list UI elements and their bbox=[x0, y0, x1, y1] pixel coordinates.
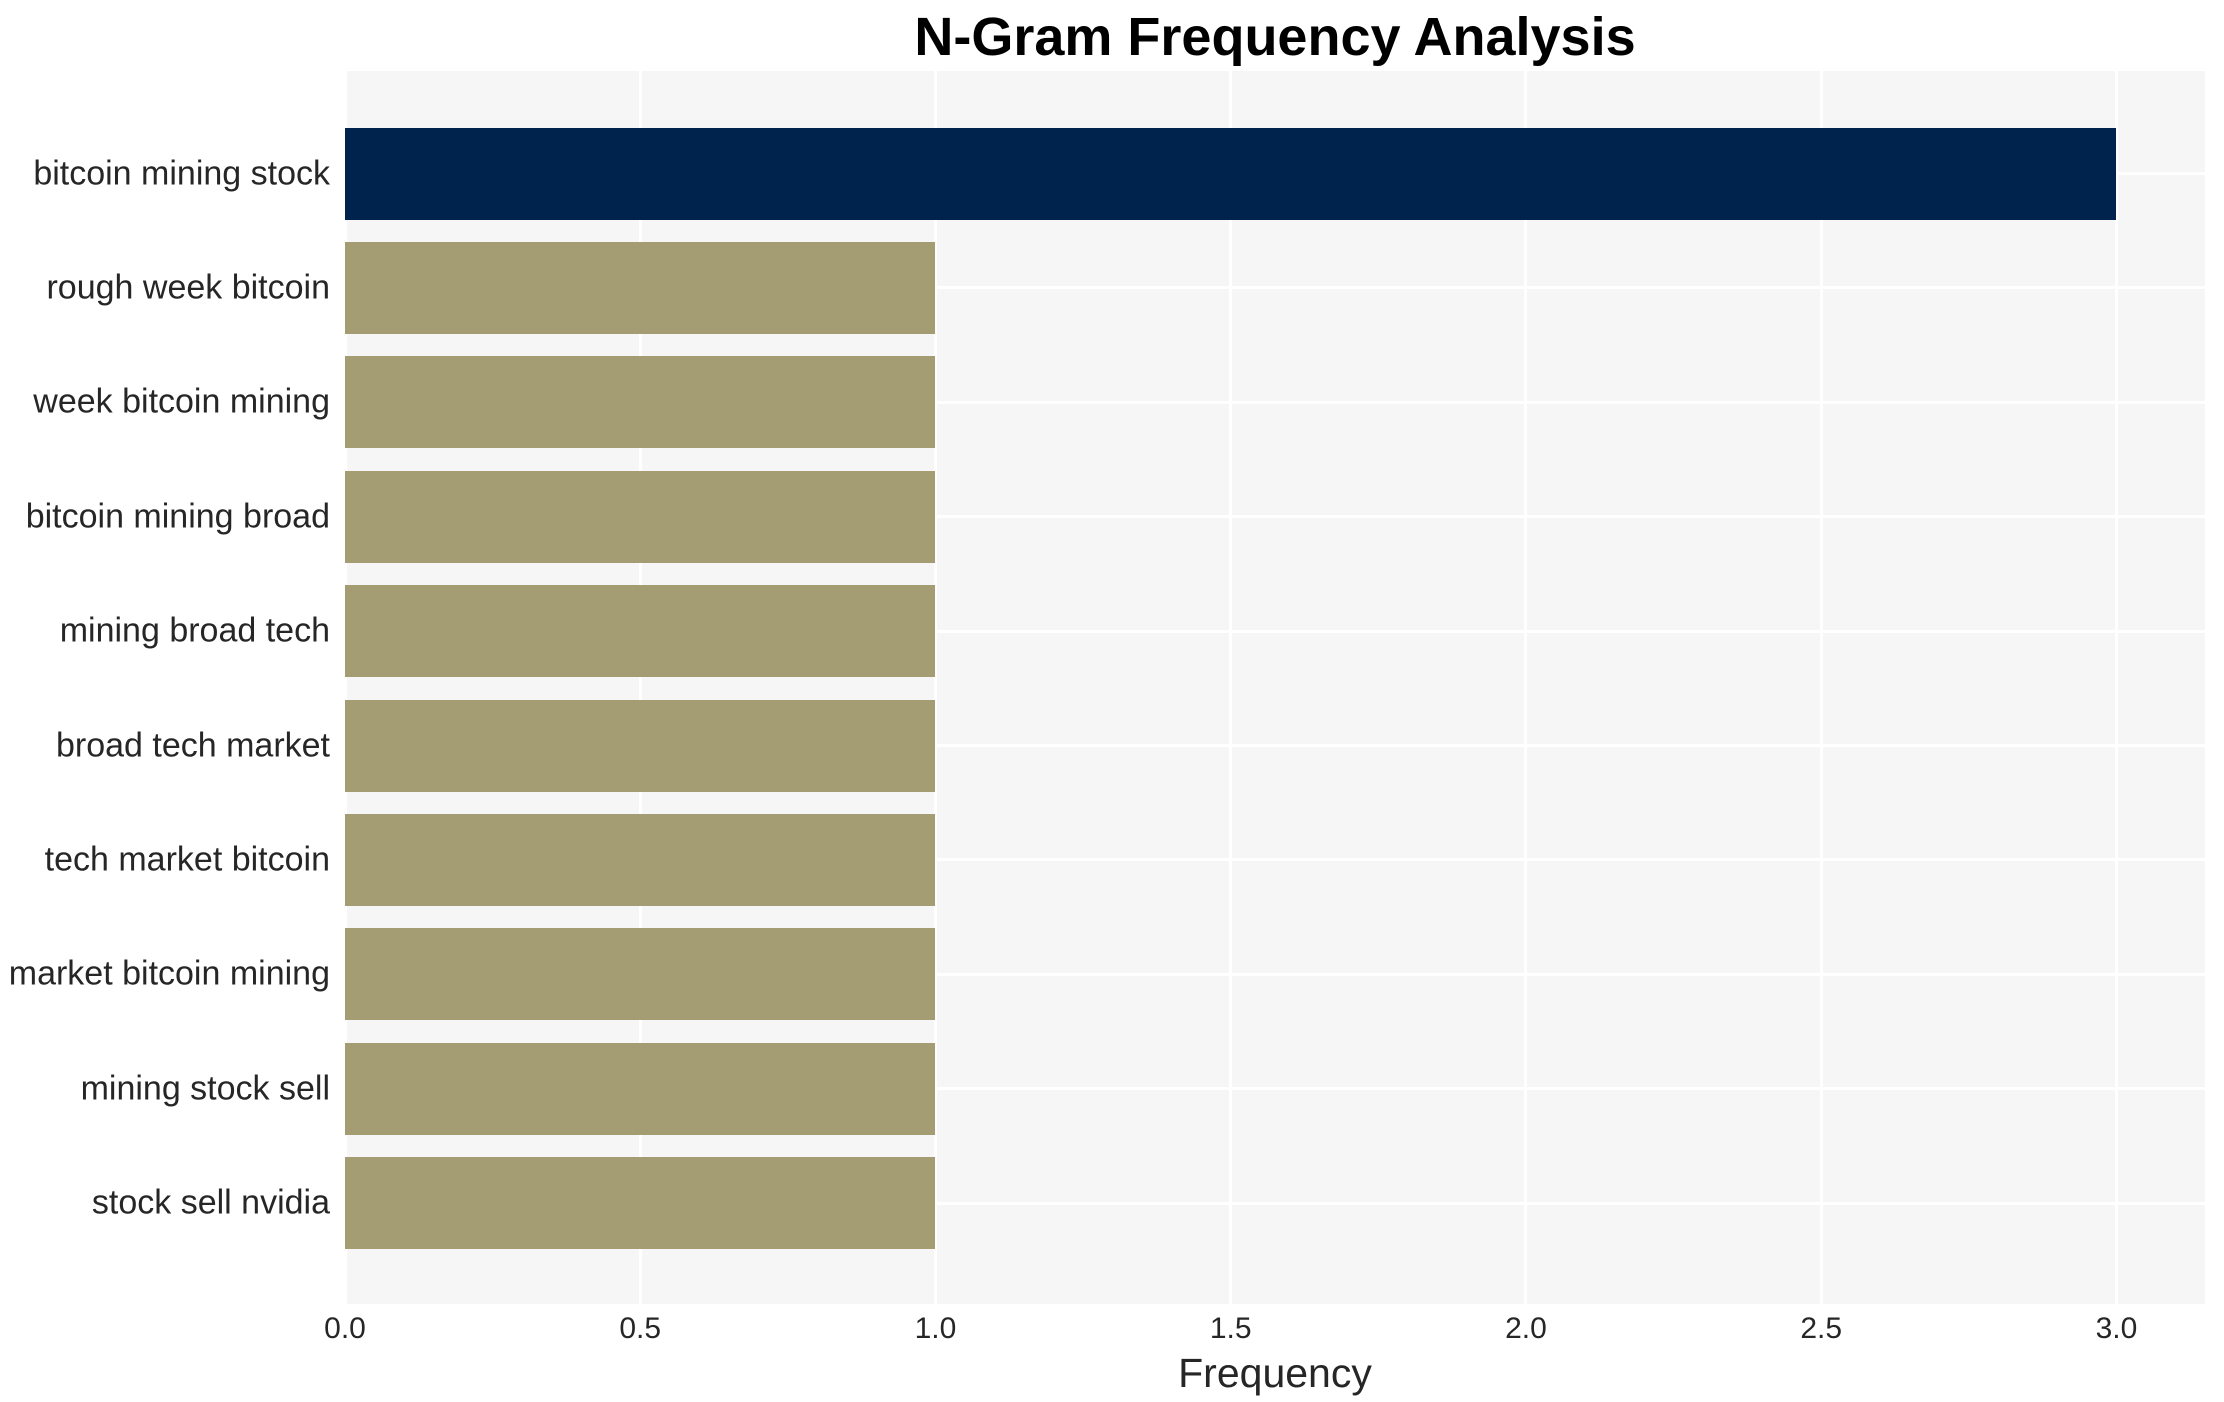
bar-tech-market-bitcoin bbox=[345, 813, 936, 906]
gridline-horizontal bbox=[345, 515, 2205, 519]
x-axis-label: Frequency bbox=[1178, 1350, 1372, 1396]
x-tick-label: 2.0 bbox=[1505, 1312, 1547, 1345]
x-tick-label: 1.5 bbox=[1209, 1312, 1252, 1345]
gridline-vertical bbox=[1819, 71, 1823, 1304]
gridline-horizontal bbox=[345, 286, 2205, 290]
y-tick-label: broad tech market bbox=[55, 726, 330, 764]
chart-title: N-Gram Frequency Analysis bbox=[914, 7, 1636, 67]
gridline-horizontal bbox=[345, 400, 2205, 404]
gridline-vertical bbox=[1229, 71, 1233, 1304]
y-tick-label: rough week bitcoin bbox=[46, 268, 330, 307]
gridline-horizontal bbox=[345, 1201, 2205, 1205]
plot-area bbox=[343, 71, 2205, 1304]
gridline-horizontal bbox=[345, 858, 2205, 862]
bar-mining-broad-tech bbox=[345, 585, 936, 678]
x-tick-label: 1.0 bbox=[914, 1312, 957, 1345]
gridline-vertical bbox=[343, 71, 347, 1304]
gridline-vertical bbox=[933, 71, 937, 1304]
bar-bitcoin-mining-broad bbox=[345, 470, 936, 563]
bar-rough-week-bitcoin bbox=[345, 241, 936, 334]
gridline-vertical bbox=[2114, 71, 2118, 1304]
x-tick-label: 0.5 bbox=[619, 1312, 662, 1345]
y-tick-label: mining broad tech bbox=[59, 611, 330, 650]
gridline-horizontal bbox=[345, 744, 2205, 747]
y-tick-label: bitcoin mining broad bbox=[25, 497, 330, 536]
gridline-vertical bbox=[638, 71, 642, 1304]
gridline-horizontal bbox=[345, 629, 2205, 633]
y-tick-label: mining stock sell bbox=[80, 1069, 330, 1108]
x-tick-label: 0.0 bbox=[324, 1312, 366, 1345]
y-tick-label: bitcoin mining stock bbox=[33, 154, 330, 192]
bar-market-bitcoin-mining bbox=[345, 928, 936, 1021]
bar-bitcoin-mining-stock bbox=[345, 127, 2117, 220]
gridline-horizontal bbox=[345, 1087, 2205, 1091]
gridline-horizontal bbox=[345, 972, 2205, 976]
y-tick-label: tech market bitcoin bbox=[44, 840, 330, 879]
gridline-vertical bbox=[1524, 71, 1528, 1304]
bar-stock-sell-nvidia bbox=[345, 1157, 936, 1250]
bar-mining-stock-sell bbox=[345, 1042, 936, 1135]
y-tick-label: market bitcoin mining bbox=[8, 954, 330, 993]
y-tick-label: stock sell nvidia bbox=[91, 1183, 330, 1222]
x-tick-label: 3.0 bbox=[2095, 1312, 2138, 1345]
bar-week-bitcoin-mining bbox=[345, 356, 936, 449]
bar-broad-tech-market bbox=[345, 699, 936, 792]
x-tick-label: 2.5 bbox=[1800, 1312, 1843, 1345]
y-tick-label: week bitcoin mining bbox=[33, 382, 330, 421]
